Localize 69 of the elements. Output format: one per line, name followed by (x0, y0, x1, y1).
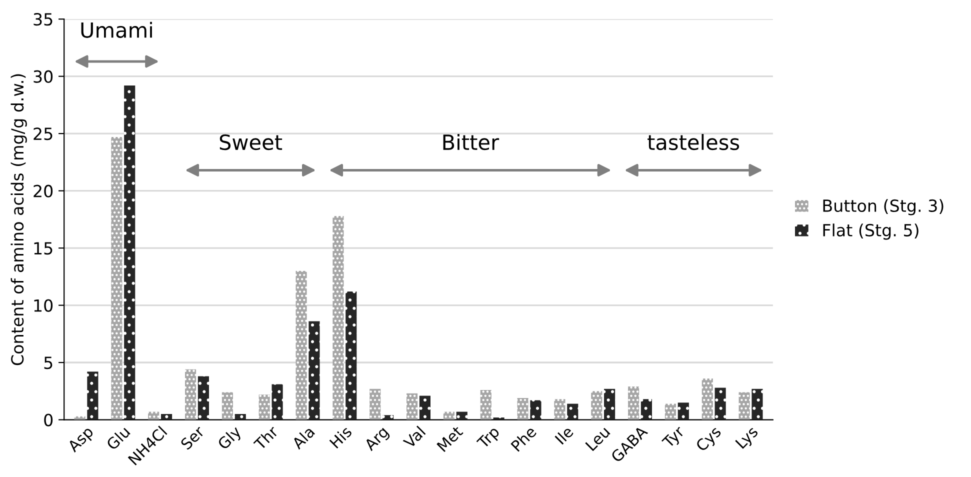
annotation: tasteless (648, 134, 740, 150)
bar (124, 85, 136, 420)
x-tick-label: Cys (695, 425, 724, 454)
x-tick-label: Asp (66, 426, 96, 455)
bar (480, 390, 492, 420)
bar (567, 404, 578, 420)
y-tick-label: 30 (34, 70, 53, 83)
x-tick-label: His (328, 425, 352, 449)
bar (554, 399, 566, 420)
bar (714, 388, 726, 420)
bar (530, 400, 542, 420)
bar (738, 392, 750, 420)
bar (184, 369, 196, 420)
bar (678, 402, 689, 420)
y-tick-label: 25 (34, 128, 52, 140)
x-tick-label: Ser (180, 424, 206, 450)
y-tick-label: 5 (44, 356, 52, 370)
bar (628, 386, 640, 420)
x-tick-label: Tyr (661, 424, 688, 451)
y-tick-label: 10 (34, 299, 53, 312)
bar (296, 270, 307, 420)
bar (332, 216, 344, 420)
bar (222, 392, 233, 420)
x-tick-label: Glu (106, 426, 131, 451)
x-tick-label: Met (436, 425, 464, 452)
x-tick-label: Ile (554, 425, 574, 445)
bar (443, 412, 454, 420)
bar (456, 412, 468, 420)
x-tick-label: Trp (476, 426, 502, 452)
bar (308, 321, 320, 420)
y-tick-label: 20 (34, 184, 53, 198)
x-tick-label: Val (402, 426, 426, 450)
bar (406, 393, 418, 420)
annotation: Sweet (220, 134, 282, 150)
bar (346, 292, 357, 420)
y-tick-label: 15 (34, 242, 52, 255)
bar (111, 136, 122, 420)
annotation: Umami (81, 22, 152, 38)
bar (382, 415, 394, 420)
x-tick-label: Phe (510, 425, 538, 452)
bar (702, 378, 713, 420)
y-axis-title: Content of amino acids (mg/g d.w.) (10, 74, 27, 366)
legend-label: Button (Stg. 3) (823, 199, 944, 216)
x-tick-label: Ala (290, 426, 316, 450)
legend-label: Flat (Stg. 5) (823, 224, 918, 240)
bar (160, 414, 172, 420)
bar (234, 414, 246, 420)
bar (198, 376, 209, 420)
bar (272, 384, 283, 420)
x-tick-label: Gly (216, 424, 244, 452)
y-tick-label: 35 (34, 13, 52, 26)
bar (517, 398, 528, 420)
x-tick-label: Thr (252, 424, 280, 451)
bar (604, 388, 616, 420)
bar (664, 404, 676, 420)
bar (74, 416, 86, 420)
y-tick-label: 0 (44, 414, 53, 426)
bar (591, 391, 602, 420)
x-tick-label: Lys (735, 425, 761, 452)
bar (640, 399, 652, 420)
bar (87, 372, 98, 420)
bar (370, 388, 381, 420)
bar (752, 388, 763, 420)
bar (419, 396, 430, 420)
x-tick-label: Arg (364, 426, 392, 454)
annotation: Bitter (443, 134, 500, 150)
x-tick-label: Leu (585, 426, 610, 452)
bar (258, 394, 270, 420)
bar (148, 412, 160, 420)
